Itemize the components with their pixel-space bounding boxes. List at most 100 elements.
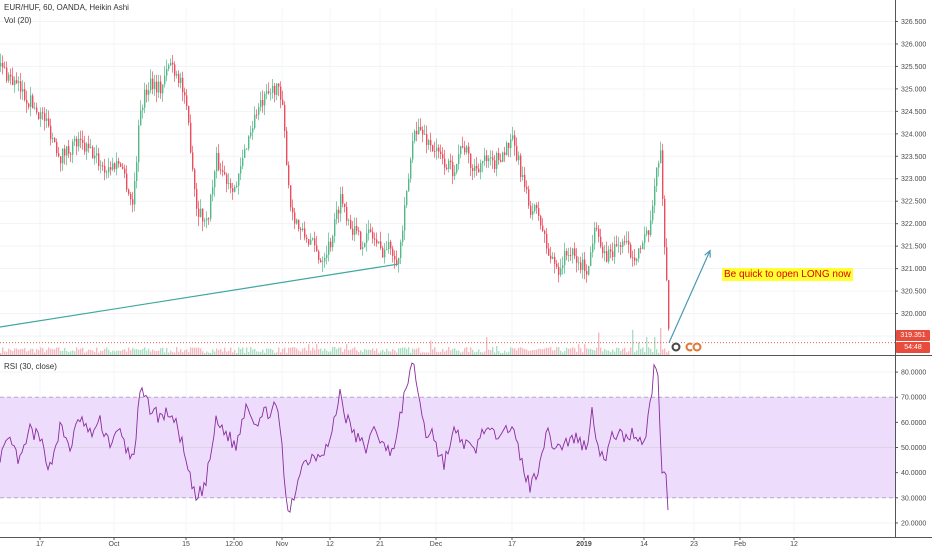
candle-body [474,165,476,171]
volume-bar [400,348,402,355]
volume-bar [644,351,646,355]
candle-body [534,205,536,212]
volume-bar [314,349,316,355]
volume-bar [512,348,514,355]
volume-bar [470,347,472,355]
price-tick-label: 321.000 [901,266,926,273]
volume-bar [178,351,180,355]
volume-bar [614,351,616,355]
volume-bar [478,349,480,355]
candle-body [162,84,164,94]
volume-bar [666,352,668,355]
volume-bar [658,352,660,355]
volume-bar [96,347,98,355]
volume-bar [42,348,44,355]
volume-bar [352,348,354,355]
volume-bar [592,349,594,355]
candle-body [52,138,54,140]
candle-body [652,205,654,221]
candle-body [108,167,110,173]
volume-bar [656,349,658,355]
volume-bar [398,348,400,355]
volume-bar [72,350,74,355]
volume-bar [58,347,60,355]
candle-body [470,153,472,168]
volume-bar [436,351,438,355]
volume-bar [234,350,236,355]
volume-bar [140,349,142,355]
candle-body [508,142,510,149]
volume-bar [576,351,578,355]
candle-body [258,107,260,115]
candle-body [426,133,428,145]
candle-body [198,208,200,217]
candle-body [154,81,156,90]
volume-bar [650,348,652,355]
volume-bar [420,352,422,355]
candle-body [346,206,348,221]
volume-bar [468,352,470,355]
candle-body [126,173,128,190]
volume-bar [136,349,138,355]
candle-body [98,153,100,166]
candle-body [158,81,160,93]
volume-bar [412,348,414,355]
volume-bar [386,348,388,355]
candle-body [520,155,522,178]
price-tick-label: 321.500 [901,244,926,251]
volume-bar [306,350,308,355]
volume-bar [242,347,244,355]
volume-bar [542,349,544,355]
candle-body [180,77,182,84]
candle-body [492,157,494,161]
volume-bar [348,350,350,355]
volume-bar [564,350,566,355]
price-tick-label: 326.000 [901,41,926,48]
volume-bar [668,351,670,355]
volume-bar [342,351,344,355]
candle-body [234,186,236,192]
long-annotation[interactable]: Be quick to open LONG now [722,268,853,281]
volume-bar [98,352,100,355]
volume-bar [154,350,156,355]
volume-bar [558,347,560,355]
candle-body [18,81,20,84]
candle-body [342,194,344,204]
candle-body [606,251,608,262]
volume-bar [302,348,304,355]
candle-body [36,107,38,113]
candle-body [188,106,190,123]
candle-body [220,169,222,171]
volume-bar [192,347,194,355]
candle-body [34,107,36,109]
volume-bar [270,348,272,355]
volume-bar [230,347,232,355]
price-tick-label: 324.000 [901,131,926,138]
volume-bar [530,350,532,355]
volume-bar [292,347,294,355]
volume-bar [586,348,588,355]
volume-bar [40,347,42,355]
volume-bar [346,344,348,355]
candle-body [316,245,318,252]
volume-bar [520,347,522,355]
volume-bar [538,348,540,355]
candle-body [480,162,482,173]
candle-body [14,80,16,85]
volume-bar [194,347,196,355]
volume-bar [180,349,182,355]
candle-body [472,167,474,171]
candle-body [284,104,286,131]
volume-bar [286,352,288,355]
volume-bar [288,347,290,355]
candle-body [240,166,242,174]
volume-bar [368,349,370,355]
date-tick-label: 14 [640,541,648,548]
volume-bar [76,347,78,355]
volume-bar [664,348,666,355]
candle-body [266,91,268,94]
volume-bar [50,348,52,355]
candle-body [422,129,424,135]
volume-bar [522,348,524,355]
